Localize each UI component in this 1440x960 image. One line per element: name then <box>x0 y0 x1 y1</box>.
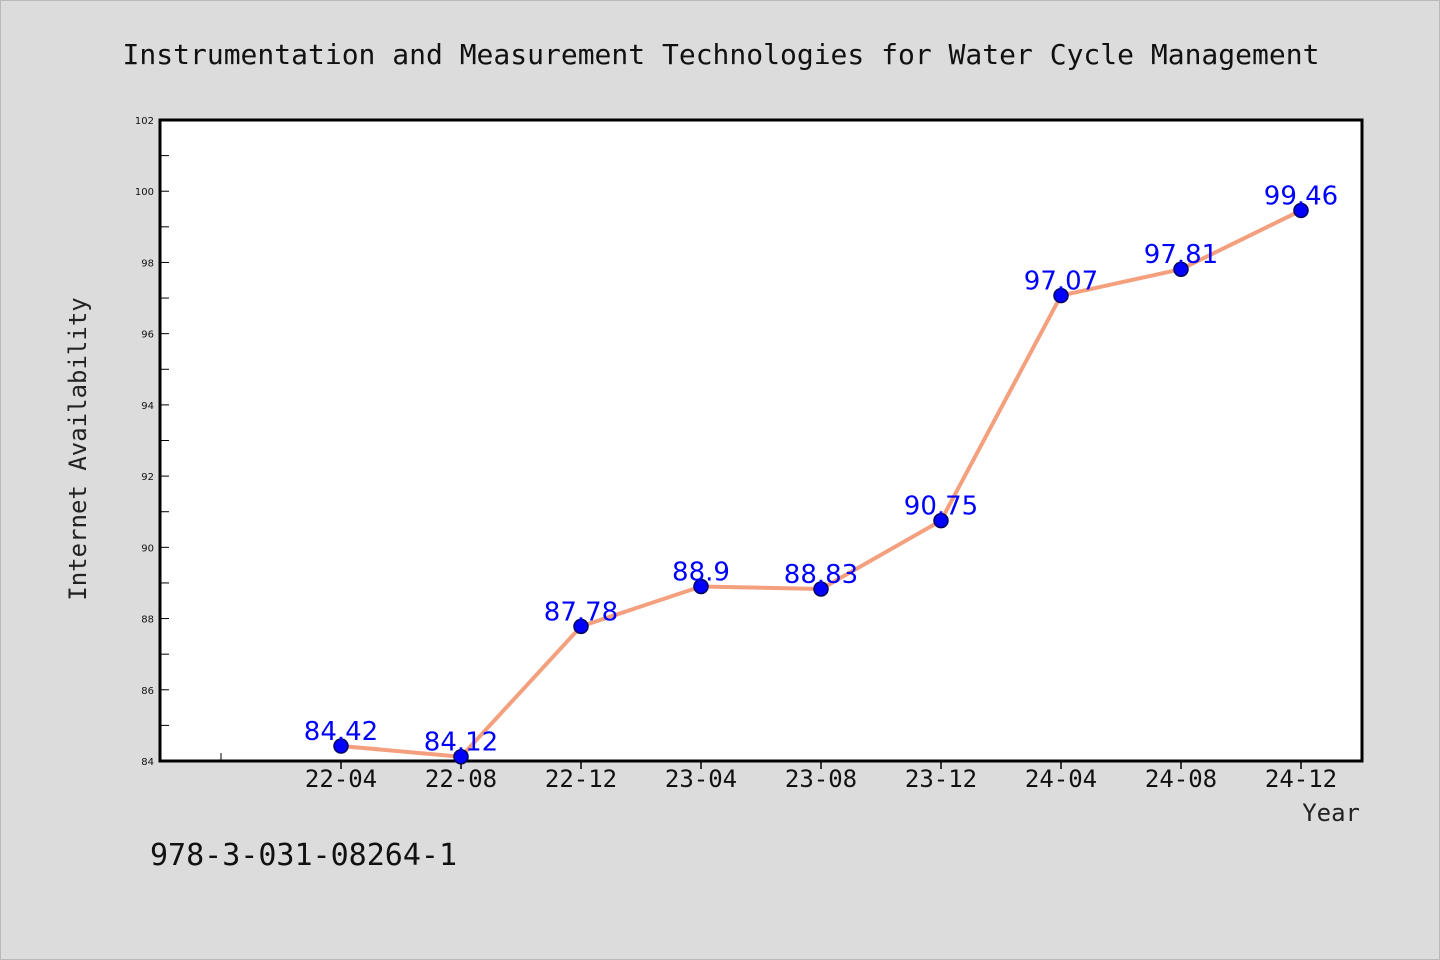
plot-area <box>158 118 1364 763</box>
y-tick-label: 100 <box>135 187 154 198</box>
x-tick-label: 22-08 <box>425 765 497 793</box>
data-label: 84.42 <box>304 717 378 747</box>
data-points <box>333 202 1309 765</box>
data-label: 99.46 <box>1264 181 1338 211</box>
y-tick-label: 86 <box>141 686 154 697</box>
data-point <box>693 578 709 595</box>
y-tick-label: 84 <box>141 757 154 768</box>
x-tick-label: 22-04 <box>305 765 377 793</box>
y-tick-label: 98 <box>141 258 154 269</box>
y-tick-label: 96 <box>141 330 154 341</box>
y-axis: 84 86 88 90 92 94 96 98 100 102 <box>135 116 169 768</box>
data-label: 84.12 <box>424 728 498 758</box>
data-point <box>1173 261 1189 277</box>
data-label: 97.81 <box>1144 240 1218 270</box>
y-tick-label: 92 <box>141 472 154 483</box>
data-label: 97.07 <box>1024 267 1098 297</box>
data-point <box>573 618 589 635</box>
data-label: 88.9 <box>672 558 730 588</box>
data-point <box>813 581 829 597</box>
y-tick-label: 102 <box>135 116 154 127</box>
y-tick-label: 90 <box>141 543 154 554</box>
y-tick-label: 88 <box>141 615 154 626</box>
x-tick-label: 24-08 <box>1145 765 1217 793</box>
x-tick-label: 22-12 <box>545 765 617 793</box>
data-label: 87.78 <box>544 597 618 627</box>
data-point <box>453 748 469 765</box>
data-point <box>933 512 949 529</box>
x-axis-label: Year <box>1302 799 1360 827</box>
x-tick-label: 24-04 <box>1025 765 1097 793</box>
data-point <box>1293 202 1309 219</box>
chart-title: Instrumentation and Measurement Technolo… <box>123 38 1320 71</box>
x-tick-label: 23-08 <box>785 765 857 793</box>
x-tick-label: 23-04 <box>665 765 737 793</box>
isbn-text: 978-3-031-08264-1 <box>150 838 457 873</box>
data-point <box>1053 287 1069 304</box>
data-label: 88.83 <box>784 560 858 590</box>
data-labels: 84.42 84.12 87.78 88.9 88.83 90.75 97.07 97.81 9… <box>304 181 1338 757</box>
data-label: 90.75 <box>904 492 978 522</box>
x-axis: 22-04 22-08 22-12 23-04 23-08 23-12 24-04 24-08… <box>220 753 1337 793</box>
y-tick-label: 94 <box>141 401 154 412</box>
data-point <box>333 738 349 754</box>
x-tick-label: 23-12 <box>905 765 977 793</box>
y-axis-label: Internet Availability <box>64 297 92 600</box>
x-tick-label: 24-12 <box>1265 765 1337 793</box>
